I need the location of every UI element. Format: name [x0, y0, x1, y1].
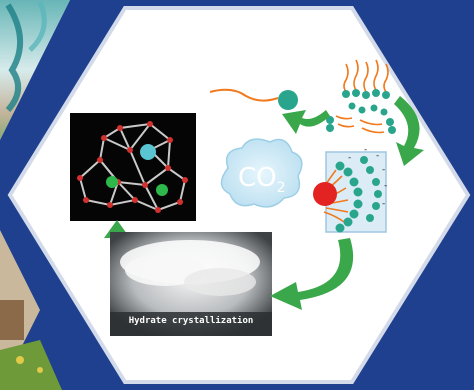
lab-photo-corner	[0, 0, 70, 390]
surfactant-molecule	[209, 88, 298, 110]
svg-text:-: -	[384, 181, 387, 191]
hydrate-photo	[110, 232, 272, 336]
svg-text:-: -	[382, 165, 385, 175]
guest-molecule-green-2	[156, 184, 168, 196]
co2-text: CO2	[238, 163, 286, 196]
photo-caption: Hydrate crystallization	[128, 316, 254, 326]
co2-bubble	[313, 182, 337, 206]
surfactant-chains	[326, 59, 396, 134]
guest-molecule-green-1	[106, 176, 118, 188]
svg-text:-: -	[364, 145, 367, 155]
co2-subscript: 2	[277, 180, 286, 196]
guest-molecule-cyan	[140, 144, 156, 160]
svg-text:-: -	[382, 199, 385, 209]
co2-base: CO	[238, 163, 277, 193]
clathrate-cage-image	[70, 113, 196, 221]
process-arrows	[270, 96, 424, 310]
svg-text:-: -	[376, 151, 379, 161]
svg-text:-: -	[348, 153, 351, 163]
co2-cloud: CO2	[220, 138, 303, 208]
